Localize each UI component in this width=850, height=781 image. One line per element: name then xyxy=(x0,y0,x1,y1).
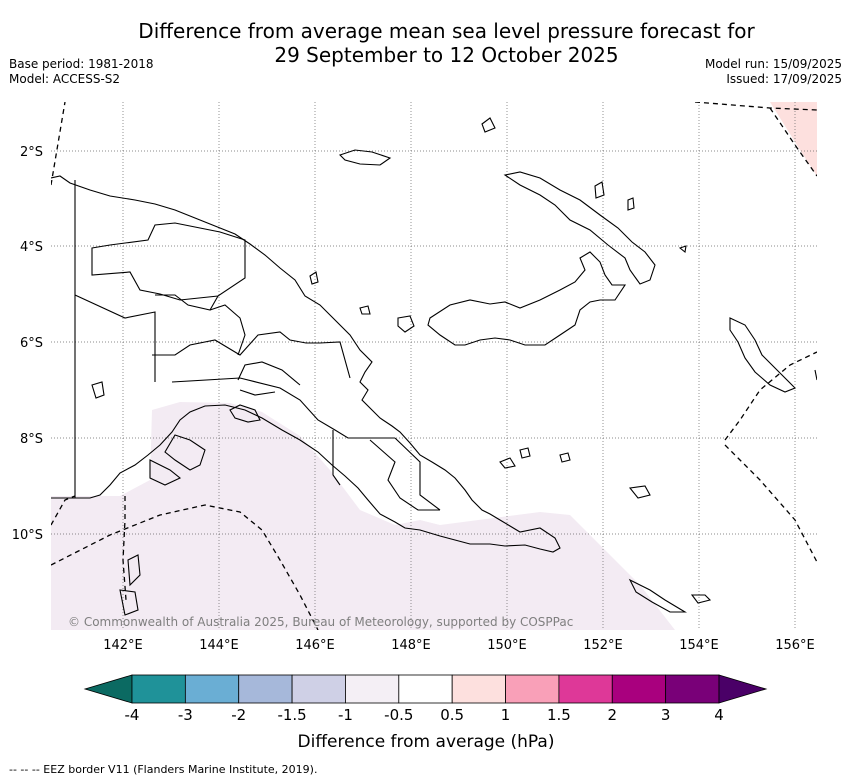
colorbar-tick-label: -3 xyxy=(178,706,193,724)
colorbar-segment xyxy=(291,674,346,704)
map-copyright: © Commonwealth of Australia 2025, Bureau… xyxy=(68,615,573,629)
lat-label: 6°S xyxy=(20,336,43,351)
colorbar-tick-label: 2 xyxy=(607,706,617,724)
colorbar-segment xyxy=(611,674,667,704)
title-line-1: Difference from average mean sea level p… xyxy=(138,19,755,43)
lon-label: 148°E xyxy=(391,638,431,653)
colorbar-segment xyxy=(238,674,293,704)
colorbar-segment xyxy=(665,674,720,704)
colorbar-tick-label: -4 xyxy=(125,706,140,724)
lon-label: 156°E xyxy=(775,638,815,653)
colorbar-segment xyxy=(184,674,240,704)
colorbar-extend-high xyxy=(718,674,768,704)
colorbar-tick-label: 3 xyxy=(661,706,671,724)
lat-label: 10°S xyxy=(12,528,43,543)
colorbar-tick-label: 0.5 xyxy=(440,706,464,724)
new-guinea-coast xyxy=(51,175,561,553)
colorbar-tick-label: 1 xyxy=(501,706,511,724)
lon-label: 144°E xyxy=(199,638,239,653)
lon-label: 154°E xyxy=(679,638,719,653)
lon-label: 152°E xyxy=(583,638,623,653)
eez-legend: -- -- -- EEZ border V11 (Flanders Marine… xyxy=(9,763,318,776)
colorbar-label: Difference from average (hPa) xyxy=(298,732,555,752)
model-run: Model run: 15/09/2025 xyxy=(704,57,842,71)
lat-label: 2°S xyxy=(20,145,43,160)
map-title: Difference from average mean sea level p… xyxy=(0,19,850,67)
lon-label: 146°E xyxy=(295,638,335,653)
lat-label: 8°S xyxy=(20,432,43,447)
colorbar-extend-low xyxy=(83,674,133,704)
issued-date: Issued: 17/09/2025 xyxy=(726,72,842,86)
colorbar-segment xyxy=(398,674,453,704)
colorbar-tick-label: -1.5 xyxy=(277,706,306,724)
eez-borders xyxy=(51,102,817,630)
colorbar-ticks: -4 -3 -2 -1.5 -1 -0.5 0.5 1 1.5 2 3 4 xyxy=(125,706,724,724)
new-ireland xyxy=(503,171,656,285)
anomaly-region-light xyxy=(51,402,675,630)
coastlines xyxy=(51,175,561,553)
colorbar-segment xyxy=(558,674,613,704)
title-line-2: 29 September to 12 October 2025 xyxy=(274,43,619,67)
bougainville xyxy=(729,317,796,393)
colorbar xyxy=(83,674,768,704)
lon-label: 150°E xyxy=(487,638,527,653)
islands xyxy=(91,117,817,616)
lat-labels: 2°S 4°S 6°S 8°S 10°S xyxy=(12,145,43,543)
colorbar-segment xyxy=(131,674,186,704)
meta-left: Base period: 1981-2018 Model: ACCESS-S2 xyxy=(9,57,154,87)
meta-right: Model run: 15/09/2025 Issued: 17/09/2025 xyxy=(705,57,842,87)
map-area: © Commonwealth of Australia 2025, Bureau… xyxy=(51,102,817,630)
lon-label: 142°E xyxy=(103,638,143,653)
lon-labels: 142°E 144°E 146°E 148°E 150°E 152°E 154°… xyxy=(103,638,815,653)
anomaly-region-pink xyxy=(770,102,817,176)
colorbar-tick-label: -2 xyxy=(231,706,246,724)
colorbar-tick-label: -0.5 xyxy=(384,706,413,724)
base-period: Base period: 1981-2018 xyxy=(9,57,154,71)
colorbar-tick-label: 4 xyxy=(714,706,724,724)
colorbar-segment xyxy=(345,674,400,704)
model-name: Model: ACCESS-S2 xyxy=(9,72,121,86)
colorbar-tick-label: -1 xyxy=(338,706,353,724)
lat-label: 4°S xyxy=(20,240,43,255)
new-britain xyxy=(427,251,627,346)
colorbar-segment xyxy=(451,674,506,704)
colorbar-tick-label: 1.5 xyxy=(547,706,571,724)
colorbar-segment xyxy=(505,674,560,704)
